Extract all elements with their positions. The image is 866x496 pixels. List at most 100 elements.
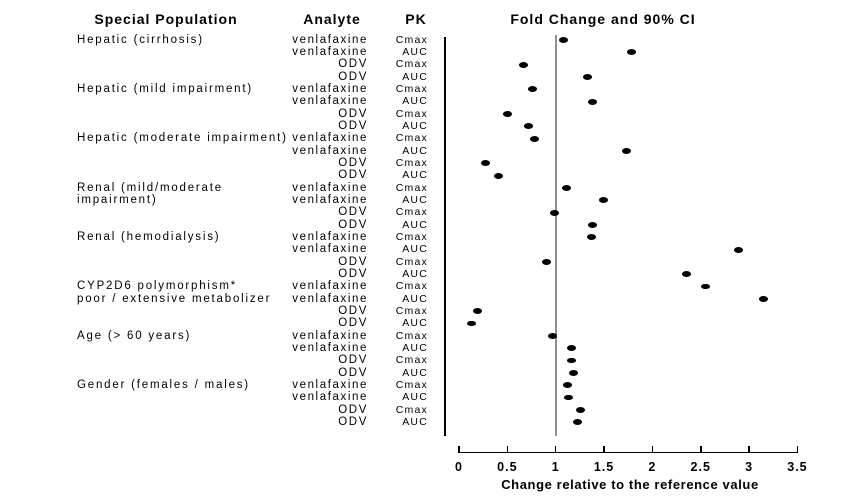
data-point (524, 123, 534, 130)
pk-cell: Cmax (395, 255, 428, 268)
population-label: impairment) (77, 194, 158, 207)
analyte-cell: venlafaxine (292, 231, 368, 244)
fold-change-column-header: Fold Change and 90% CI (510, 11, 696, 27)
pk-cell: AUC (402, 218, 428, 231)
analyte-cell: venlafaxine (292, 83, 368, 96)
data-point (573, 419, 583, 426)
population-label: Renal (hemodialysis) (77, 231, 221, 244)
analyte-cell: venlafaxine (292, 194, 368, 207)
data-point (562, 382, 572, 389)
analyte-column-header: Analyte (303, 11, 361, 27)
x-axis-tick-label: 2 (648, 460, 657, 474)
analyte-cell: venlafaxine (292, 342, 368, 355)
analyte-cell: venlafaxine (292, 144, 368, 157)
analyte-cell: ODV (338, 58, 368, 71)
population-label: Hepatic (cirrhosis) (77, 33, 204, 46)
pk-cell: Cmax (395, 379, 428, 392)
pk-cell: Cmax (395, 403, 428, 416)
analyte-cell: ODV (338, 157, 368, 170)
data-point (527, 86, 537, 93)
x-axis-tick (554, 445, 557, 452)
analyte-cell: venlafaxine (292, 132, 368, 145)
analyte-cell: ODV (338, 317, 368, 330)
data-point (733, 246, 743, 253)
analyte-cell: venlafaxine (292, 46, 368, 59)
data-point (472, 308, 482, 315)
analyte-cell: ODV (338, 206, 368, 219)
analyte-cell: venlafaxine (292, 391, 368, 404)
pk-cell: Cmax (395, 83, 428, 96)
pk-cell: Cmax (395, 206, 428, 219)
x-axis-tick-label: 3.5 (787, 460, 808, 474)
pk-cell: Cmax (395, 329, 428, 342)
pk-cell: Cmax (395, 107, 428, 120)
pk-cell: AUC (402, 292, 428, 305)
column-divider-line (444, 37, 446, 436)
x-axis-tick (458, 445, 460, 452)
pk-cell: Cmax (395, 33, 428, 46)
data-point (561, 185, 571, 191)
x-axis-tick (651, 445, 654, 452)
analyte-cell: venlafaxine (292, 33, 368, 46)
pk-cell: AUC (402, 416, 428, 429)
analyte-cell: ODV (338, 169, 368, 182)
data-point (529, 135, 539, 142)
x-axis-tick (748, 445, 750, 452)
data-point (701, 283, 711, 290)
population-column-header: Special Population (94, 11, 238, 27)
data-point (576, 407, 586, 413)
pk-cell: Cmax (395, 132, 428, 145)
pk-cell: Cmax (395, 280, 428, 293)
population-label: poor / extensive metabolizer (77, 292, 272, 305)
analyte-cell: ODV (338, 255, 368, 268)
population-label: Hepatic (mild impairment) (77, 83, 254, 96)
data-point (587, 222, 597, 228)
pk-cell: AUC (402, 366, 428, 379)
data-point (558, 37, 568, 43)
x-axis-tick (796, 445, 799, 452)
population-label: CYP2D6 polymorphism* (77, 280, 237, 293)
x-axis-tick-label: 1 (551, 460, 560, 474)
pk-cell: Cmax (395, 305, 428, 318)
data-point (681, 271, 691, 278)
pk-cell: Cmax (395, 354, 428, 367)
pk-cell: Cmax (395, 181, 428, 194)
data-point (494, 172, 504, 179)
pk-cell: AUC (402, 268, 428, 281)
data-point (621, 148, 631, 154)
analyte-cell: ODV (338, 354, 368, 367)
x-axis-tick-label: 3 (745, 460, 754, 474)
data-point (566, 345, 576, 352)
x-axis-tick (603, 445, 605, 452)
analyte-cell: ODV (338, 268, 368, 281)
x-axis-tick (700, 445, 702, 452)
data-point (467, 320, 477, 327)
data-point (480, 160, 490, 167)
pk-cell: AUC (402, 46, 428, 59)
analyte-cell: venlafaxine (292, 280, 368, 293)
analyte-cell: ODV (338, 305, 368, 318)
x-axis-tick (506, 445, 509, 452)
x-axis-line (458, 451, 799, 453)
reference-line (554, 35, 557, 436)
data-point (502, 111, 512, 117)
x-axis-tick-label: 0 (455, 460, 463, 474)
data-point (563, 394, 573, 401)
pk-cell: AUC (402, 95, 428, 108)
population-label: Hepatic (moderate impairment) (77, 132, 288, 145)
analyte-cell: ODV (338, 120, 368, 133)
x-axis-tick-label: 1.5 (593, 460, 615, 474)
analyte-cell: ODV (338, 403, 368, 416)
analyte-cell: ODV (338, 218, 368, 231)
pk-cell: AUC (402, 144, 428, 157)
data-point (598, 197, 608, 204)
data-point (568, 370, 578, 376)
pk-column-header: PK (405, 11, 427, 27)
pk-cell: AUC (402, 342, 428, 355)
analyte-cell: ODV (338, 70, 368, 83)
data-point (583, 74, 593, 80)
data-point (586, 234, 596, 241)
pk-cell: AUC (402, 194, 428, 207)
population-label: Age (> 60 years) (77, 329, 192, 342)
